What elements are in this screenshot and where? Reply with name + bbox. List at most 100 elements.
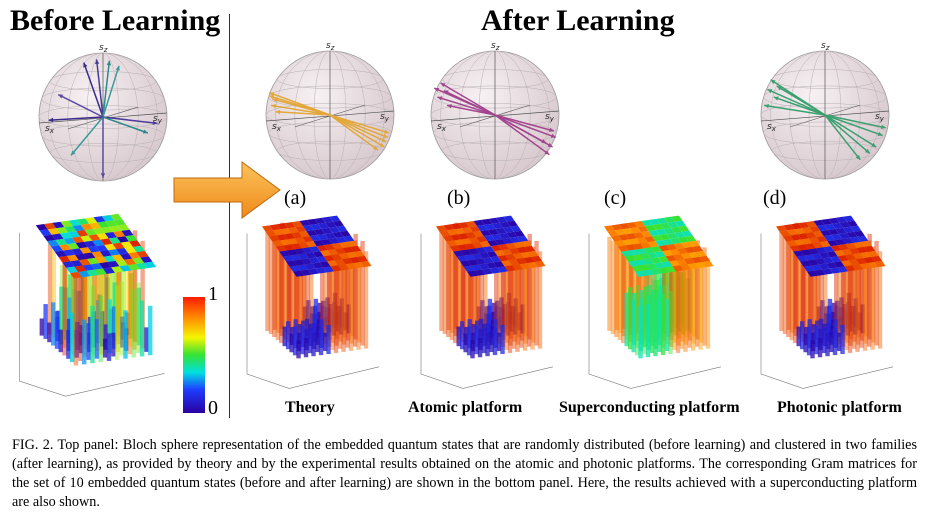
gram-bar	[836, 332, 842, 351]
gram-bar	[698, 260, 703, 350]
gram-cell	[517, 235, 529, 242]
state-vector	[329, 114, 390, 134]
gram-cell	[481, 218, 492, 225]
gram-cell	[860, 251, 872, 259]
gram-cell	[670, 226, 682, 233]
gram-cell	[669, 249, 681, 256]
gram-cell	[815, 247, 827, 254]
gram-bar	[331, 311, 336, 336]
gram-cell	[826, 262, 838, 269]
gram-cell	[325, 221, 337, 228]
gram-cell	[468, 237, 480, 244]
state-vector	[70, 116, 104, 156]
gram-bar	[476, 234, 481, 333]
gram-cell	[654, 251, 666, 258]
axis-label-sy: sy	[875, 112, 885, 123]
gram-cell	[804, 254, 816, 261]
gram-cell	[111, 254, 124, 261]
gram-bar	[629, 235, 634, 335]
gram-bar	[684, 248, 689, 338]
gram-cell	[471, 253, 483, 260]
gram-bar	[469, 226, 474, 327]
gram-cell	[302, 236, 314, 243]
gram-bar	[63, 250, 68, 348]
gram-cell	[687, 263, 699, 270]
gram-cell	[272, 240, 284, 247]
gram-cell	[339, 241, 351, 248]
gram-cell	[524, 245, 536, 252]
state-vector	[824, 114, 883, 137]
gram-bar	[664, 298, 670, 351]
gram-cell	[520, 240, 532, 247]
gram-bar	[519, 243, 524, 348]
gram-cell	[658, 245, 670, 252]
bloch-sphere-theory: sz sx sy	[265, 41, 395, 180]
gram-cell	[316, 256, 328, 263]
gram-cell	[836, 216, 847, 223]
gram-bar	[285, 321, 291, 350]
gram-cell	[324, 232, 336, 239]
gram-cell	[312, 251, 324, 258]
gram-bar	[859, 243, 864, 348]
gram-bar	[638, 306, 643, 359]
gram-cell	[644, 236, 656, 243]
gram-bar	[131, 288, 136, 358]
gram-bar	[844, 253, 849, 350]
gram-bar	[870, 246, 876, 343]
state-vector	[824, 114, 877, 148]
gram-bar	[268, 234, 274, 335]
gram-cell	[786, 240, 798, 247]
gram-bar	[328, 308, 333, 333]
gram-cell	[639, 253, 651, 260]
gram-bar	[51, 248, 57, 338]
gram-cell	[666, 244, 678, 251]
gram-bar	[855, 251, 860, 352]
gram-cell	[112, 242, 125, 250]
gram-bar	[505, 311, 510, 336]
gram-bar	[338, 238, 343, 342]
gram-cell	[102, 267, 115, 274]
gram-cell	[472, 231, 484, 238]
gram-bar	[517, 312, 522, 331]
gram-cell	[497, 266, 508, 273]
gram-cell	[88, 234, 101, 241]
bloch-sphere-atomic: sz sx sy	[430, 41, 560, 180]
gram-bar	[459, 321, 465, 350]
gram-cell	[63, 237, 76, 245]
gram-cell	[47, 240, 60, 247]
gram-cell	[846, 220, 858, 227]
gram-bar	[677, 245, 682, 339]
gram-bar	[341, 251, 346, 352]
gram-cell	[488, 217, 500, 224]
gram-bar	[618, 243, 623, 333]
gram-bar	[348, 254, 354, 351]
gram-bar	[485, 333, 490, 357]
gram-cell	[132, 257, 145, 264]
gram-bar	[477, 338, 483, 358]
gram-bar	[480, 300, 485, 329]
state-vector	[83, 62, 104, 118]
bloch-sphere-before: sz sx sy	[38, 43, 168, 182]
gram-cell	[838, 232, 850, 239]
gram-bar	[489, 331, 494, 353]
gram-bar	[475, 238, 480, 340]
gram-bar	[515, 246, 521, 345]
gram-cell	[313, 240, 325, 247]
gram-bar	[808, 231, 814, 334]
gram-cell	[113, 230, 126, 238]
gram-cell	[476, 224, 488, 232]
gram-cell	[867, 250, 879, 257]
gram-bar	[853, 306, 858, 335]
gram-bar	[870, 254, 875, 350]
state-vector	[824, 114, 861, 161]
gram-cell	[523, 257, 535, 264]
gram-cell	[107, 260, 120, 268]
axis-label-sy: sy	[545, 112, 555, 123]
gram-cell	[671, 215, 683, 222]
gram-cell	[499, 221, 511, 228]
gram-bar	[672, 250, 678, 343]
gram-cell	[808, 237, 820, 244]
axis-label-sx: sx	[272, 122, 282, 133]
gram-cell	[821, 218, 832, 225]
gram-cell	[618, 234, 630, 241]
